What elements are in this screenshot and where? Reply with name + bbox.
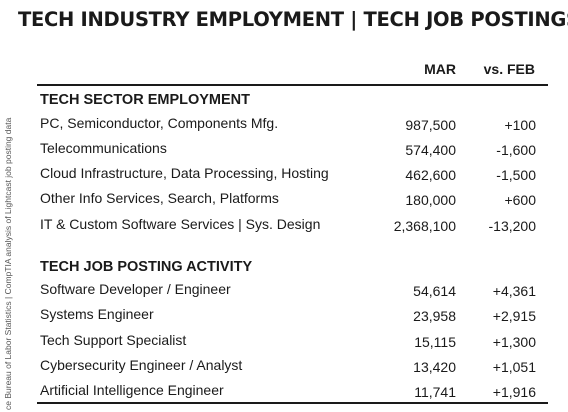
- row-label: Cybersecurity Engineer / Analyst: [40, 357, 243, 373]
- row-label: Tech Support Specialist: [40, 332, 187, 348]
- table-row: Artificial Intelligence Engineer 11,741 …: [40, 382, 536, 404]
- row-mar-value: 2,368,100: [393, 218, 456, 234]
- row-feb-change: +1,916: [492, 384, 536, 400]
- row-mar-value: 54,614: [413, 283, 456, 299]
- row-feb-change: -1,600: [496, 142, 536, 158]
- row-label: Telecommunications: [40, 140, 167, 156]
- row-mar-value: 15,115: [414, 334, 456, 350]
- row-label: Cloud Infrastructure, Data Processing, H…: [40, 165, 329, 181]
- row-mar-value: 180,000: [405, 192, 456, 208]
- table-row: PC, Semiconductor, Components Mfg. 987,5…: [40, 115, 536, 137]
- table-row: Other Info Services, Search, Platforms 1…: [40, 190, 536, 212]
- column-header-vs-feb: vs. FEB: [483, 61, 535, 77]
- row-feb-change: -13,200: [488, 218, 536, 234]
- footer-divider: [37, 402, 548, 404]
- row-label: Artificial Intelligence Engineer: [40, 382, 224, 398]
- row-label: Systems Engineer: [40, 306, 154, 322]
- row-feb-change: -1,500: [496, 167, 536, 183]
- section-heading-employment: TECH SECTOR EMPLOYMENT: [40, 92, 250, 108]
- row-feb-change: +4,361: [492, 283, 536, 299]
- row-feb-change: +2,915: [492, 308, 536, 324]
- row-feb-change: +100: [504, 117, 536, 133]
- row-feb-change: +1,300: [492, 334, 536, 350]
- table-row: Software Developer / Engineer 54,614 +4,…: [40, 281, 536, 303]
- row-feb-change: +1,051: [492, 359, 536, 375]
- column-header-mar: MAR: [424, 61, 456, 77]
- section-heading-postings: TECH JOB POSTING ACTIVITY: [40, 259, 253, 275]
- row-feb-change: +600: [504, 192, 536, 208]
- table-row: Telecommunications 574,400 -1,600: [40, 140, 536, 162]
- table-row: IT & Custom Software Services | Sys. Des…: [40, 216, 536, 238]
- row-mar-value: 462,600: [405, 167, 456, 183]
- source-note: ce Bureau of Labor Statistics | CompTIA …: [3, 117, 13, 410]
- table-row: Cloud Infrastructure, Data Processing, H…: [40, 165, 536, 187]
- header-divider: [37, 84, 548, 86]
- table-row: Systems Engineer 23,958 +2,915: [40, 306, 536, 328]
- row-label: Other Info Services, Search, Platforms: [40, 190, 279, 206]
- row-mar-value: 987,500: [405, 117, 456, 133]
- row-label: PC, Semiconductor, Components Mfg.: [40, 115, 279, 131]
- row-mar-value: 13,420: [413, 359, 456, 375]
- row-label: Software Developer / Engineer: [40, 281, 231, 297]
- row-mar-value: 11,741: [414, 384, 456, 400]
- table-row: Cybersecurity Engineer / Analyst 13,420 …: [40, 357, 536, 379]
- row-mar-value: 23,958: [413, 308, 456, 324]
- row-mar-value: 574,400: [405, 142, 456, 158]
- table-row: Tech Support Specialist 15,115 +1,300: [40, 332, 536, 354]
- page-title: TECH INDUSTRY EMPLOYMENT | TECH JOB POST…: [18, 8, 568, 31]
- row-label: IT & Custom Software Services | Sys. Des…: [40, 216, 321, 232]
